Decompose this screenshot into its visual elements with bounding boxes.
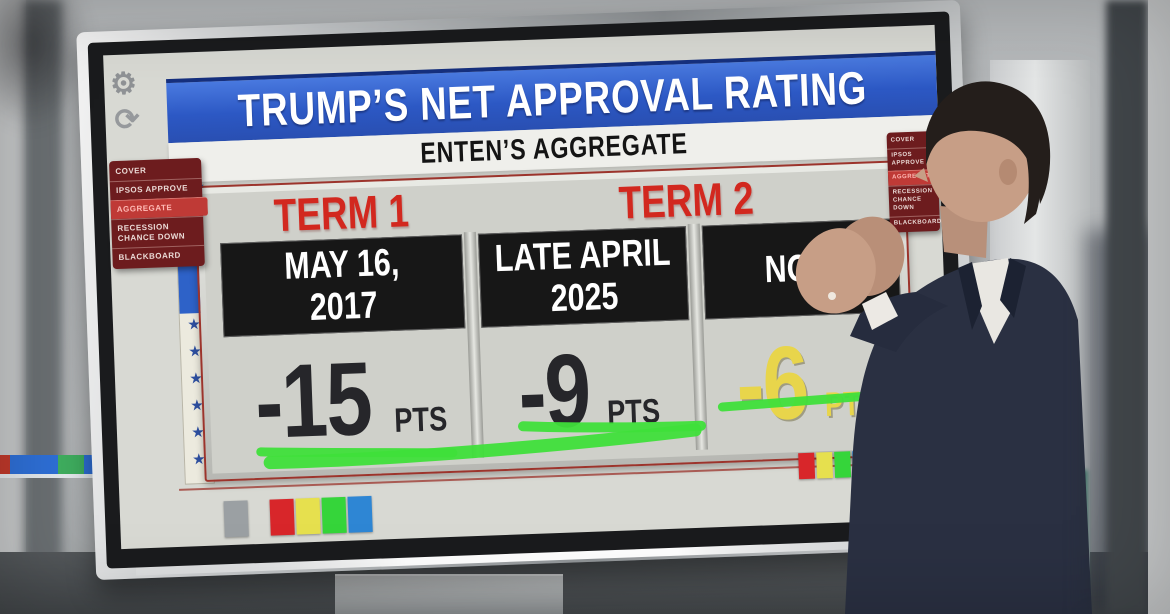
marker-color-palette-left: [223, 495, 373, 538]
marker-yellow-swatch[interactable]: [295, 497, 321, 535]
marker-green-swatch[interactable]: [321, 496, 347, 534]
data-column-late-april-2025: LATE APRIL 2025 -9 PTS: [477, 226, 694, 461]
menu-item-recession[interactable]: RECESSION CHANCE DOWN: [888, 184, 940, 217]
marker-red-swatch[interactable]: [269, 498, 295, 536]
data-panel-inner: TERM 1 TERM 2 MAY 16, 2017 -15: [202, 168, 909, 474]
period-header: LATE APRIL 2025: [477, 226, 690, 328]
marker-red-swatch[interactable]: [798, 452, 816, 480]
tv-screen: ⚙ ⟳ TRUMP’S NET APPROVAL RATING ENTEN’S …: [103, 24, 953, 550]
star-icon: ★: [890, 337, 900, 348]
data-panel: TERM 1 TERM 2 MAY 16, 2017 -15: [193, 160, 917, 482]
gear-icon[interactable]: ⚙: [109, 67, 138, 102]
studio-pedestal: [335, 574, 563, 614]
marker-gray-swatch[interactable]: [870, 449, 888, 477]
net-approval-value-highlight: -6 PTS: [734, 324, 879, 443]
refresh-icon[interactable]: ⟳: [113, 103, 141, 138]
page-subtitle: ENTEN’S AGGREGATE: [419, 127, 689, 170]
star-icon: ★: [891, 364, 901, 375]
net-approval-value: -15 PTS: [253, 340, 448, 461]
studio-pillar-right-dark: [1106, 0, 1148, 614]
data-column-now: NOW -6 PTS: [701, 218, 906, 453]
marker-blue-swatch[interactable]: [852, 450, 870, 478]
menu-item-blackboard[interactable]: BLACKBOARD: [889, 214, 942, 232]
marker-yellow-swatch[interactable]: [816, 451, 834, 479]
slide-menu-left: COVER IPSOS APPROVE AGGREGATE RECESSION …: [109, 157, 209, 270]
marker-color-palette-right: [798, 449, 888, 480]
star-icon: ★: [889, 310, 899, 321]
menu-item-ipsos[interactable]: IPSOS APPROVE: [887, 146, 938, 172]
magic-wall-touchscreen: ⚙ ⟳ TRUMP’S NET APPROVAL RATING ENTEN’S …: [76, 0, 980, 581]
slide-menu-right: COVER IPSOS APPROVE AGGREGATE RECESSION …: [886, 130, 944, 234]
studio-wall-right-edge: [1148, 0, 1170, 614]
marker-green-swatch[interactable]: [834, 451, 852, 478]
term-1-label: TERM 1: [272, 184, 410, 242]
net-approval-value: -9 PTS: [516, 332, 661, 451]
marker-gray-swatch[interactable]: [223, 500, 249, 538]
wall-red-segment: [0, 455, 10, 474]
marker-blue-swatch[interactable]: [347, 495, 373, 533]
period-header: NOW: [701, 218, 902, 320]
period-header: MAY 16, 2017: [220, 234, 466, 338]
menu-item-recession[interactable]: RECESSION CHANCE DOWN: [111, 215, 205, 249]
camera-edge-shadow: [0, 0, 90, 130]
star-icon: ★: [892, 391, 902, 402]
menu-item-blackboard[interactable]: BLACKBOARD: [112, 244, 205, 268]
wall-green-segment: [58, 455, 84, 474]
data-column-may-2017: MAY 16, 2017 -15 PTS: [220, 234, 470, 471]
